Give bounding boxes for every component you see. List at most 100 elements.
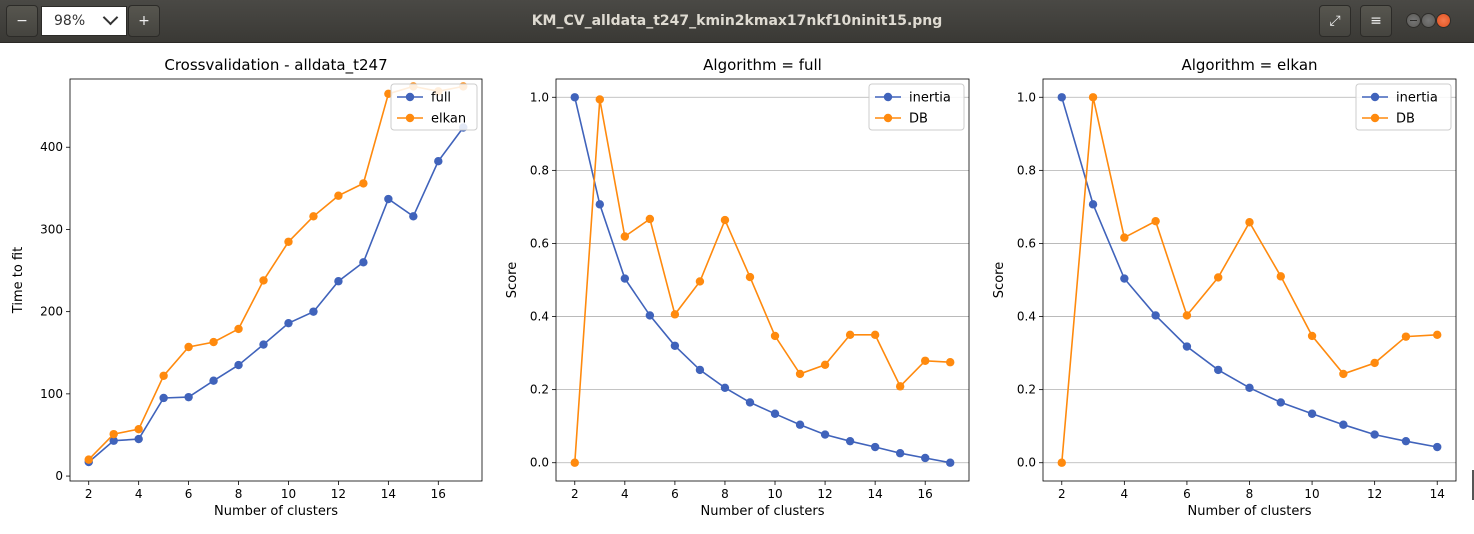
legend-label: DB bbox=[1396, 112, 1415, 127]
maximize-button[interactable] bbox=[1421, 13, 1436, 28]
y-tick-label: 0.4 bbox=[1017, 310, 1036, 324]
legend-label: full bbox=[431, 91, 451, 106]
plot-area bbox=[570, 93, 955, 467]
close-button[interactable] bbox=[1436, 13, 1451, 28]
data-point bbox=[795, 420, 805, 429]
legend-label: inertia bbox=[909, 91, 951, 106]
y-tick-label: 1.0 bbox=[1017, 90, 1036, 104]
data-point bbox=[770, 331, 780, 341]
x-tick-label: 6 bbox=[1183, 487, 1191, 501]
data-point bbox=[134, 434, 143, 444]
y-axis-label: Score bbox=[992, 262, 1007, 298]
legend-marker bbox=[883, 92, 893, 102]
data-point bbox=[670, 310, 680, 319]
data-point bbox=[920, 453, 930, 463]
legend: full elkan bbox=[390, 83, 478, 131]
data-point bbox=[1151, 216, 1160, 226]
data-point bbox=[1370, 430, 1379, 439]
data-point bbox=[1214, 273, 1223, 282]
data-point bbox=[820, 360, 830, 369]
data-point bbox=[384, 194, 393, 204]
x-tick-label: 14 bbox=[1430, 487, 1445, 501]
legend-marker bbox=[1370, 92, 1380, 102]
data-point bbox=[1245, 383, 1254, 393]
data-point bbox=[895, 382, 905, 391]
axes-frame bbox=[1042, 78, 1457, 482]
y-tick-label: 0.8 bbox=[530, 163, 549, 177]
x-tick-label: 2 bbox=[85, 487, 93, 501]
data-point bbox=[409, 212, 418, 221]
fullscreen-button[interactable]: ⤢ bbox=[1319, 5, 1351, 37]
menu-icon: ≡ bbox=[1370, 13, 1382, 29]
data-point bbox=[595, 95, 605, 104]
data-point bbox=[1401, 436, 1411, 446]
data-point bbox=[1401, 332, 1411, 341]
y-tick-label: 0.8 bbox=[1017, 163, 1036, 177]
menu-button[interactable]: ≡ bbox=[1360, 5, 1392, 37]
data-point bbox=[159, 371, 168, 380]
data-point bbox=[1120, 233, 1129, 242]
x-tick-label: 12 bbox=[1367, 487, 1382, 501]
data-point bbox=[1182, 342, 1192, 351]
legend: inertia DB bbox=[1355, 83, 1452, 131]
data-point bbox=[259, 340, 268, 349]
x-tick-label: 4 bbox=[1121, 487, 1129, 501]
chevron-down-icon bbox=[102, 9, 119, 26]
legend-label: elkan bbox=[431, 112, 466, 127]
data-point bbox=[1088, 93, 1098, 102]
y-tick-label: 1.0 bbox=[530, 90, 549, 104]
x-tick-label: 16 bbox=[431, 487, 446, 501]
x-axis-label: Number of clusters bbox=[1187, 504, 1311, 519]
x-tick-label: 12 bbox=[331, 487, 346, 501]
chart-3: 2 4 6 8 10 12 14 0.0 0.2 0.4 0.6 0.8 1.0 Algorithm = … bbox=[992, 56, 1457, 519]
legend: inertia DB bbox=[868, 83, 965, 131]
zoom-out-button[interactable]: − bbox=[6, 5, 38, 37]
figure-image: 2 4 6 8 10 12 14 16 0 100 200 300 400 Crossvalidation… bbox=[11, 56, 1457, 519]
chart-2: 2 4 6 8 10 12 14 16 0.0 0.2 0.4 0.6 0.8 1.0 Algorithm … bbox=[505, 56, 970, 519]
x-tick-label: 8 bbox=[1246, 487, 1254, 501]
data-point bbox=[595, 200, 605, 209]
data-point bbox=[309, 212, 318, 221]
legend-marker bbox=[1370, 113, 1380, 123]
data-point bbox=[234, 360, 243, 370]
data-point bbox=[134, 425, 143, 434]
data-point bbox=[620, 232, 630, 241]
data-point bbox=[259, 276, 268, 285]
data-point bbox=[1370, 358, 1379, 368]
data-point bbox=[1433, 330, 1442, 340]
zoom-level-select[interactable]: 98% bbox=[41, 6, 127, 36]
zoom-in-button[interactable]: + bbox=[128, 5, 160, 37]
x-tick-label: 2 bbox=[1058, 487, 1066, 501]
data-point bbox=[334, 277, 343, 286]
zoom-level-value: 98% bbox=[54, 13, 86, 29]
x-tick-label: 10 bbox=[767, 487, 782, 501]
data-point bbox=[745, 398, 755, 407]
window-titlebar: − 98% + KM_CV_alldata_t247_kmin2kmax17nk… bbox=[0, 0, 1474, 43]
data-point bbox=[384, 89, 393, 98]
data-point bbox=[720, 215, 730, 225]
data-point bbox=[84, 455, 93, 464]
data-point bbox=[209, 376, 218, 385]
y-tick-label: 0.6 bbox=[1017, 236, 1036, 250]
series-line-db bbox=[1061, 97, 1438, 463]
y-tick-label: 200 bbox=[40, 305, 63, 319]
chart-1: 2 4 6 8 10 12 14 16 0 100 200 300 400 Crossvalidation… bbox=[11, 56, 483, 519]
x-tick-label: 10 bbox=[1304, 487, 1319, 501]
data-point bbox=[234, 324, 243, 334]
data-point bbox=[670, 341, 680, 350]
y-tick-label: 0.6 bbox=[530, 236, 549, 250]
data-point bbox=[1245, 218, 1254, 227]
data-point bbox=[845, 330, 855, 340]
data-point bbox=[570, 458, 579, 467]
scrollbar[interactable] bbox=[1472, 470, 1474, 500]
data-point bbox=[720, 383, 730, 393]
data-point bbox=[284, 318, 293, 328]
x-tick-label: 4 bbox=[621, 487, 629, 501]
data-point bbox=[109, 429, 118, 439]
data-point bbox=[946, 458, 955, 467]
x-tick-label: 6 bbox=[671, 487, 679, 501]
data-point bbox=[1120, 274, 1129, 283]
minimize-button[interactable] bbox=[1406, 13, 1421, 28]
data-point bbox=[920, 356, 930, 365]
y-tick-label: 100 bbox=[40, 387, 63, 401]
